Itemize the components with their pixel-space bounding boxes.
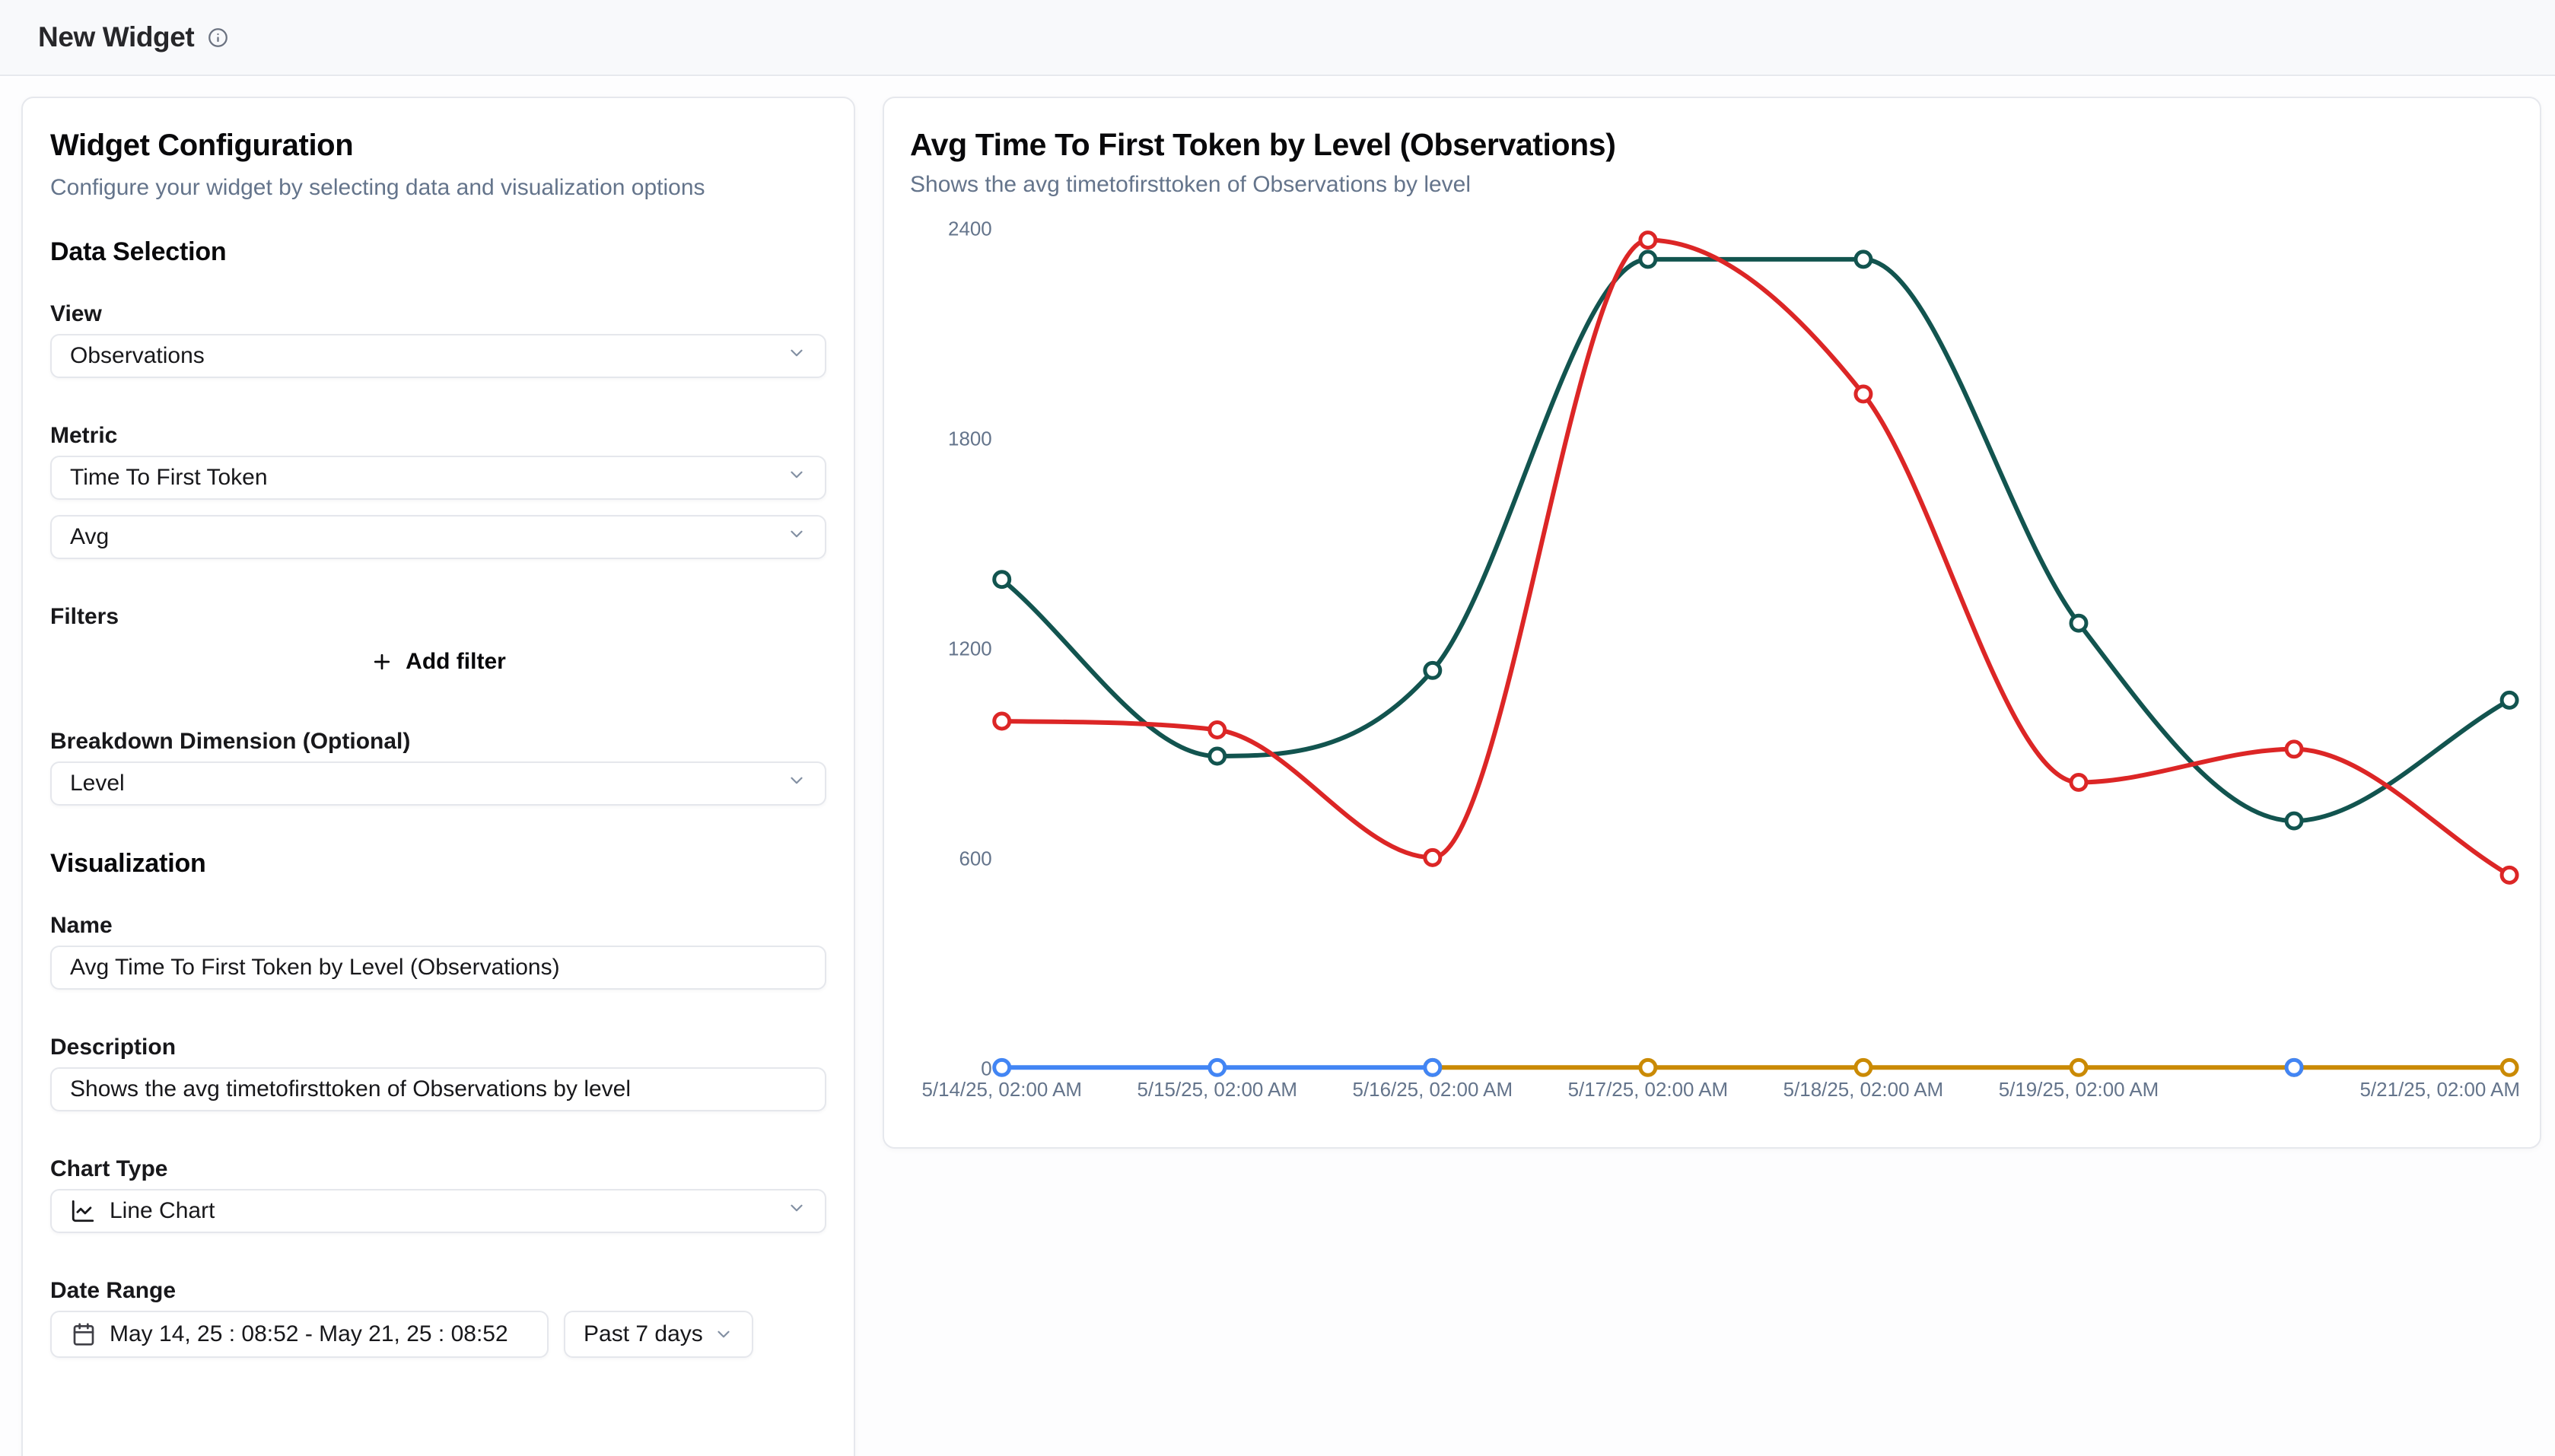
date-range-value: May 14, 25 : 08:52 - May 21, 25 : 08:52 (110, 1321, 508, 1346)
data-point-orange-line[interactable] (2499, 1057, 2519, 1077)
name-input[interactable] (50, 946, 826, 990)
add-filter-button[interactable]: Add filter (50, 640, 826, 684)
filters-label: Filters (50, 604, 119, 629)
chart-card: Avg Time To First Token by Level (Observ… (883, 97, 2541, 1149)
chart-type-select-value: Line Chart (110, 1198, 215, 1223)
breakdown-select-value: Level (70, 771, 125, 796)
chart-header: Avg Time To First Token by Level (Observ… (884, 98, 2540, 199)
data-point-teal-line[interactable] (1853, 250, 1873, 269)
metric-label: Metric (50, 423, 118, 448)
metric-select[interactable]: Time To First Token (50, 456, 826, 500)
section-data-selection: Data Selection (50, 237, 227, 266)
data-point-blue-line[interactable] (992, 1057, 1012, 1077)
x-tick-label: 5/17/25, 02:00 AM (1568, 1079, 1729, 1101)
data-point-teal-line[interactable] (1208, 746, 1227, 766)
aggregation-select[interactable]: Avg (50, 515, 826, 559)
metric-select-value: Time To First Token (70, 465, 268, 490)
data-point-orange-line[interactable] (1638, 1057, 1658, 1077)
y-tick-label: 0 (981, 1058, 991, 1079)
calendar-icon (72, 1322, 96, 1346)
info-icon[interactable] (208, 27, 228, 48)
x-tick-label: 5/19/25, 02:00 AM (1999, 1079, 2159, 1101)
chart-title: Avg Time To First Token by Level (Observ… (910, 127, 1616, 162)
view-select[interactable]: Observations (50, 334, 826, 378)
aggregation-select-value: Avg (70, 524, 110, 549)
data-point-orange-line[interactable] (2069, 1057, 2089, 1077)
description-label: Description (50, 1035, 177, 1060)
series-line-teal-line (999, 256, 2512, 824)
chevron-down-icon (787, 465, 807, 491)
data-point-teal-line[interactable] (1423, 660, 1443, 680)
data-point-red-line[interactable] (1423, 847, 1443, 867)
chevron-down-icon (787, 1198, 807, 1224)
chevron-down-icon (787, 771, 807, 796)
chart-type-select[interactable]: Line Chart (50, 1189, 826, 1233)
view-select-value: Observations (70, 343, 205, 368)
date-range-label: Date Range (50, 1278, 177, 1303)
chart-type-label: Chart Type (50, 1156, 168, 1181)
add-filter-label: Add filter (406, 649, 506, 674)
data-point-blue-line[interactable] (2284, 1057, 2304, 1077)
page-title: New Widget (38, 21, 195, 52)
data-point-red-line[interactable] (1853, 384, 1873, 404)
chevron-down-icon (787, 343, 807, 369)
section-visualization: Visualization (50, 849, 206, 878)
x-tick-label: 5/15/25, 02:00 AM (1138, 1079, 1298, 1101)
y-tick-label: 2400 (948, 218, 992, 240)
data-point-blue-line[interactable] (1208, 1057, 1227, 1077)
date-preset-button[interactable]: Past 7 days (564, 1311, 753, 1358)
data-point-red-line[interactable] (2069, 773, 2089, 792)
line-chart[interactable]: 0 600 1200 1800 2400 5/14/25, 02:00 AM 5/15/25… (884, 98, 2540, 1147)
data-point-teal-line[interactable] (2499, 690, 2519, 710)
data-point-teal-line[interactable] (992, 570, 1012, 590)
x-tick-label: 5/21/25, 02:00 AM (2360, 1079, 2521, 1101)
date-range-button[interactable]: May 14, 25 : 08:52 - May 21, 25 : 08:52 (50, 1311, 549, 1358)
data-point-red-line[interactable] (992, 711, 1012, 731)
data-point-red-line[interactable] (1208, 720, 1227, 739)
name-label: Name (50, 913, 113, 938)
chevron-down-icon (787, 524, 807, 550)
y-tick-label: 1200 (948, 638, 992, 660)
data-point-orange-line[interactable] (1853, 1057, 1873, 1077)
config-subtitle: Configure your widget by selecting data … (50, 175, 705, 200)
date-range-row: May 14, 25 : 08:52 - May 21, 25 : 08:52 … (50, 1311, 826, 1358)
y-tick-label: 600 (959, 848, 991, 869)
content-area: Widget Configuration Configure your widg… (0, 78, 2555, 1456)
plus-icon (371, 650, 393, 673)
series-line-red-line (999, 237, 2512, 878)
data-point-teal-line[interactable] (2284, 811, 2304, 831)
date-preset-value: Past 7 days (584, 1321, 703, 1346)
page-header: New Widget (0, 0, 2555, 76)
x-tick-label: 5/14/25, 02:00 AM (921, 1079, 1082, 1101)
x-tick-label: 5/18/25, 02:00 AM (1783, 1079, 1944, 1101)
breakdown-select[interactable]: Level (50, 761, 826, 806)
x-tick-label: 5/16/25, 02:00 AM (1353, 1079, 1513, 1101)
data-point-teal-line[interactable] (2069, 613, 2089, 633)
data-point-red-line[interactable] (2284, 739, 2304, 759)
y-tick-label: 1800 (948, 428, 992, 450)
widget-config-panel: Widget Configuration Configure your widg… (21, 97, 855, 1456)
data-point-blue-line[interactable] (1423, 1057, 1443, 1077)
data-point-teal-line[interactable] (1638, 250, 1658, 269)
data-point-red-line[interactable] (2499, 865, 2519, 885)
chart-subtitle: Shows the avg timetofirsttoken of Observ… (910, 172, 1472, 197)
data-point-red-line[interactable] (1638, 230, 1658, 250)
chevron-down-icon (714, 1324, 733, 1344)
description-input[interactable] (50, 1067, 826, 1111)
view-label: View (50, 301, 102, 326)
breakdown-label: Breakdown Dimension (Optional) (50, 729, 411, 754)
config-title: Widget Configuration (50, 129, 354, 162)
line-chart-icon (70, 1198, 96, 1224)
